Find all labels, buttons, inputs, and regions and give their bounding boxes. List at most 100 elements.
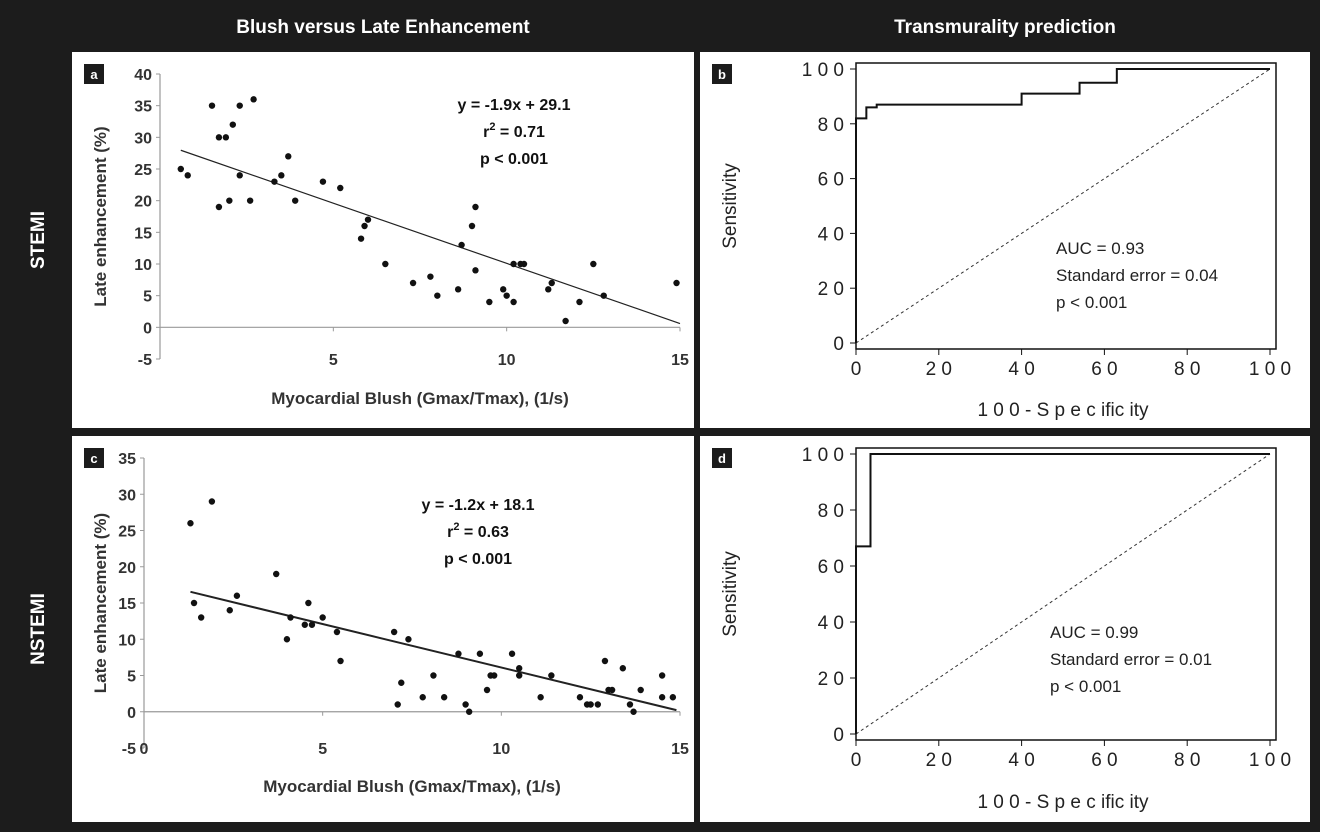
data-point [390, 628, 398, 636]
data-point [337, 184, 344, 192]
roc-chart-b: b 0 2 0 4 0 6 0 8 0 1 0 0 0 2 0 4 0 6 0 8 0 1 0 0 AUC… [712, 60, 1291, 421]
y-tick-label: 1 0 0 [802, 60, 844, 81]
data-point [190, 599, 198, 607]
p-value: p < 0.001 [1050, 677, 1121, 696]
panel-d: d 0 2 0 4 0 6 0 8 0 1 0 0 0 2 0 4 0 6 0 8 0 1 0 0 AUC… [700, 436, 1310, 822]
data-point [637, 686, 644, 694]
x-tick-label: 0 [851, 750, 862, 771]
y-tick-label: 10 [118, 632, 136, 649]
data-point [271, 178, 278, 185]
r-squared: r2 = 0.71 [483, 121, 545, 141]
data-point [500, 286, 507, 293]
data-point [587, 701, 594, 708]
data-point [333, 628, 341, 636]
data-point [626, 701, 634, 708]
row-label-stemi: STEMI [10, 52, 68, 428]
regression-equation: y = -1.2x + 18.1 [422, 497, 535, 514]
data-point [562, 317, 569, 325]
data-point [226, 607, 233, 614]
data-point [673, 279, 680, 287]
data-point [472, 267, 479, 274]
data-point [184, 172, 191, 179]
y-tick-label: 6 0 [818, 557, 844, 578]
data-point [357, 235, 365, 242]
y-tick-label: 25 [118, 524, 136, 541]
y-tick-label: 1 0 0 [802, 445, 844, 466]
auc-value: AUC = 0.99 [1050, 623, 1138, 642]
data-point [197, 614, 205, 621]
auc-value: AUC = 0.93 [1056, 239, 1144, 258]
panel-label: b [718, 67, 726, 82]
x-tick-label: 10 [492, 741, 510, 758]
data-point [278, 172, 285, 179]
y-tick-label: 20 [118, 560, 136, 577]
panel-label-box [84, 448, 104, 468]
y-tick-label: 40 [134, 67, 152, 84]
scatter-chart-a: a 40 35 30 25 20 15 10 5 0 -5 5 10 15 y = -1.9x + 29.1… [84, 64, 689, 408]
data-point [364, 216, 372, 223]
row-label-nstemi: NSTEMI [10, 436, 68, 822]
panel-label-box [84, 64, 104, 84]
data-point [669, 694, 677, 701]
data-point [222, 134, 230, 141]
data-point [510, 260, 517, 268]
data-point [246, 197, 254, 204]
data-point [462, 701, 469, 708]
y-axis-label: Late enhancement (%) [91, 126, 110, 306]
data-point [305, 599, 312, 607]
data-point [434, 292, 441, 299]
data-point [510, 298, 517, 306]
y-tick-label: 2 0 [818, 279, 844, 300]
regression-line [190, 590, 677, 712]
y-tick-label: 35 [118, 451, 136, 468]
y-tick-label: 0 [127, 705, 136, 722]
y-tick-label: 15 [134, 225, 152, 242]
panel-label: c [90, 451, 97, 466]
data-point [537, 694, 544, 701]
p-value: p < 0.001 [444, 551, 512, 568]
panel-c: c 35 30 25 20 15 10 5 0 -5 0 5 10 15 y = -1.2x + 18.1 r… [72, 436, 694, 822]
data-point [273, 570, 280, 578]
data-point [454, 286, 462, 293]
data-point [601, 657, 609, 665]
x-tick-label: 4 0 [1008, 750, 1034, 771]
data-point [594, 701, 602, 708]
data-point [427, 273, 434, 280]
x-tick-label: 6 0 [1091, 750, 1117, 771]
row-label-nstemi-text: NSTEMI [28, 593, 49, 665]
x-tick-label: 2 0 [926, 359, 952, 380]
data-point [458, 241, 465, 249]
y-tick-label: 0 [833, 725, 844, 746]
data-point [508, 650, 516, 657]
x-tick-label: 1 0 0 [1249, 359, 1291, 380]
data-point [490, 672, 498, 679]
y-axis-label: Late enhancement (%) [91, 513, 110, 693]
data-point [287, 614, 294, 621]
y-tick-label: 25 [134, 162, 152, 179]
p-value: p < 0.001 [1056, 293, 1127, 312]
x-tick-label: 4 0 [1008, 359, 1034, 380]
header-blush-vs-late-enhancement: Blush versus Late Enhancement [72, 10, 694, 46]
data-point [483, 686, 491, 694]
data-point [472, 203, 479, 211]
plot-frame [855, 447, 1277, 741]
reference-diagonal [855, 68, 1271, 344]
regression-line [180, 149, 681, 325]
data-point [503, 292, 510, 299]
y-axis-label: Sensitivity [720, 551, 741, 637]
data-point [215, 134, 223, 141]
data-point [250, 96, 257, 103]
roc-curve [855, 453, 1270, 734]
y-tick-label: 5 [143, 289, 152, 306]
data-point [236, 172, 243, 179]
data-point [419, 694, 426, 701]
header-transmurality-prediction: Transmurality prediction [700, 10, 1310, 46]
y-tick-label: -5 [122, 741, 136, 758]
row-label-stemi-text: STEMI [28, 210, 49, 270]
x-axis-label: Myocardial Blush (Gmax/Tmax), (1/s) [271, 389, 569, 408]
reference-diagonal [855, 453, 1271, 735]
data-point [468, 222, 476, 230]
roc-chart-d: d 0 2 0 4 0 6 0 8 0 1 0 0 0 2 0 4 0 6 0 8 0 1 0 0 AUC… [712, 445, 1291, 813]
panel-a: a 40 35 30 25 20 15 10 5 0 -5 5 10 15 y = -1.9x + 29.1… [72, 52, 694, 428]
data-point [382, 260, 389, 268]
